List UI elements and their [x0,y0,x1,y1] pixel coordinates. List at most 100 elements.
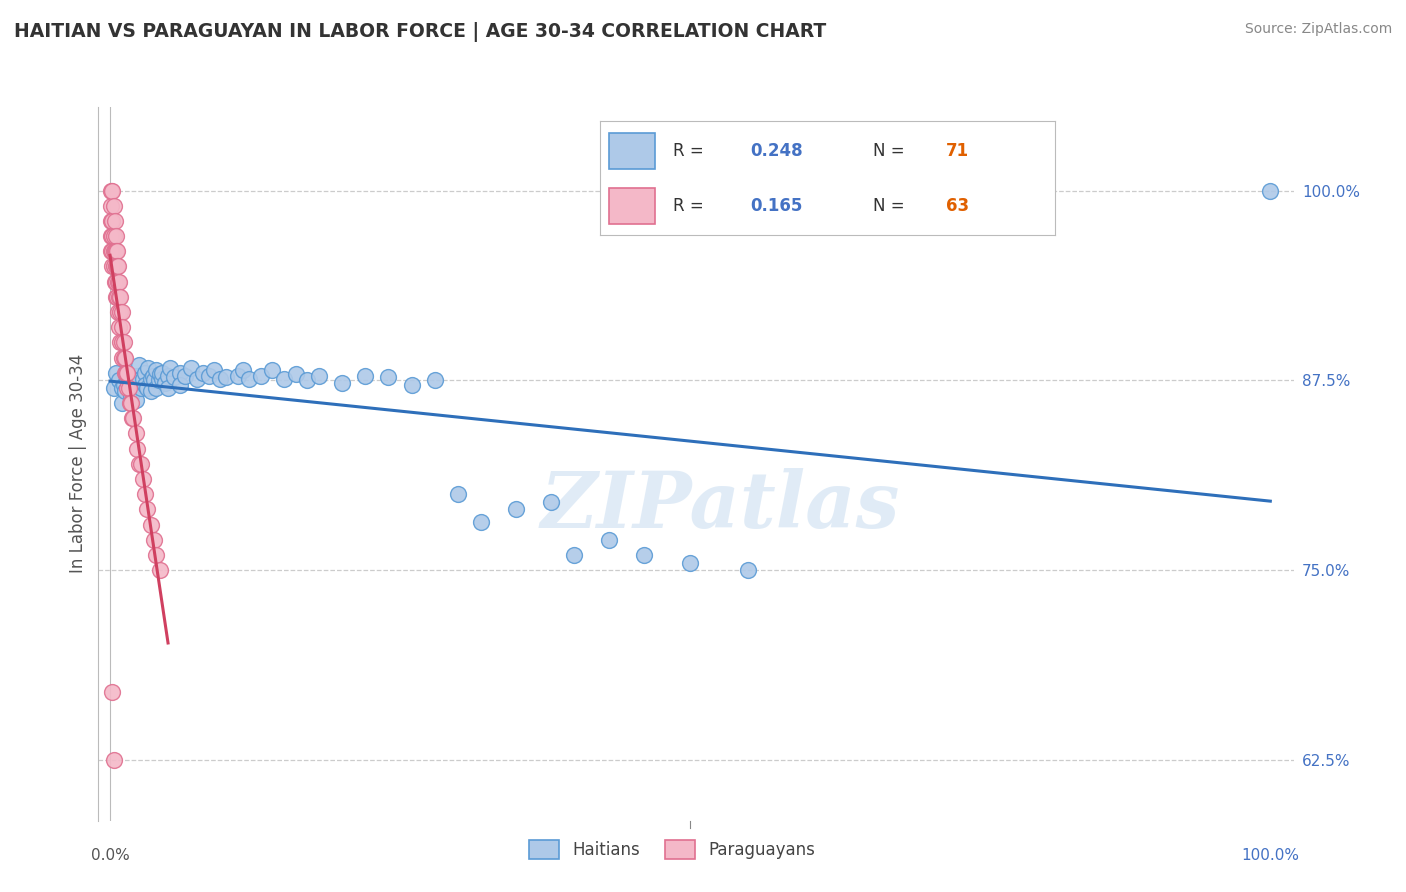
Point [128,373,150,387]
Legend: Haitians, Paraguayans: Haitians, Paraguayans [522,833,823,866]
Point [169,377,191,392]
Point [101,214,124,228]
Point [104,244,127,259]
Point [100,199,122,213]
Point [209,372,232,386]
Point [104,244,127,259]
Point [112,335,135,350]
Point [104,260,127,274]
Point [115,366,138,380]
Point [157,368,180,383]
Text: ZIPatlas: ZIPatlas [540,468,900,545]
Point [505,502,527,516]
Point [131,472,153,486]
Point [157,381,180,395]
Point [150,372,173,386]
Point [105,290,128,304]
Point [447,487,470,501]
Point [131,457,153,471]
Point [114,384,136,398]
Point [174,368,197,383]
Point [163,370,186,384]
Point [101,184,124,198]
Point [540,495,562,509]
Point [377,370,399,384]
Point [103,753,125,767]
Point [104,366,127,380]
Point [111,381,134,395]
Point [354,368,377,383]
Point [186,372,208,386]
Point [104,275,127,289]
Point [103,229,125,244]
Point [100,244,122,259]
Point [107,260,129,274]
Point [103,199,125,213]
Point [136,381,159,395]
Point [153,376,176,391]
Point [120,388,142,402]
Point [470,515,492,529]
Point [169,366,191,380]
Point [100,229,122,244]
Point [330,376,353,391]
Point [118,396,141,410]
Point [250,368,273,383]
Point [142,368,165,383]
Point [122,411,145,425]
Point [284,368,307,382]
Point [226,368,249,383]
Point [191,366,214,380]
Point [150,366,173,380]
Point [108,275,131,289]
Point [633,548,655,562]
Text: HAITIAN VS PARAGUAYAN IN LABOR FORCE | AGE 30-34 CORRELATION CHART: HAITIAN VS PARAGUAYAN IN LABOR FORCE | A… [14,22,827,42]
Point [297,373,319,387]
Point [215,370,238,384]
Point [131,381,153,395]
Point [112,351,135,365]
Point [110,335,132,350]
Point [125,442,148,456]
Point [131,372,153,386]
Point [136,361,159,376]
Point [101,229,124,244]
Point [204,362,226,376]
Point [101,684,124,698]
Point [124,393,146,408]
Point [197,368,219,383]
Point [139,517,162,532]
Point [100,184,122,198]
Point [122,370,145,384]
Point [128,358,150,372]
Point [136,502,159,516]
Point [737,563,759,577]
Point [110,305,132,319]
Point [103,244,125,259]
Point [145,548,167,562]
Text: 0.0%: 0.0% [90,848,129,863]
Point [598,533,620,547]
Point [117,381,139,395]
Point [117,366,139,380]
Point [121,411,143,425]
Point [114,351,136,365]
Point [423,373,446,387]
Point [108,290,131,304]
Point [139,372,162,386]
Point [107,305,129,319]
Y-axis label: In Labor Force | Age 30-34: In Labor Force | Age 30-34 [69,354,87,574]
Point [111,320,134,334]
Point [143,533,166,547]
Point [104,290,127,304]
Point [134,377,156,392]
Point [139,384,162,398]
Point [101,260,124,274]
Point [125,368,148,383]
Point [273,372,295,386]
Point [107,275,129,289]
Point [128,457,150,471]
Point [143,373,166,387]
Point [105,260,128,274]
Point [679,556,702,570]
